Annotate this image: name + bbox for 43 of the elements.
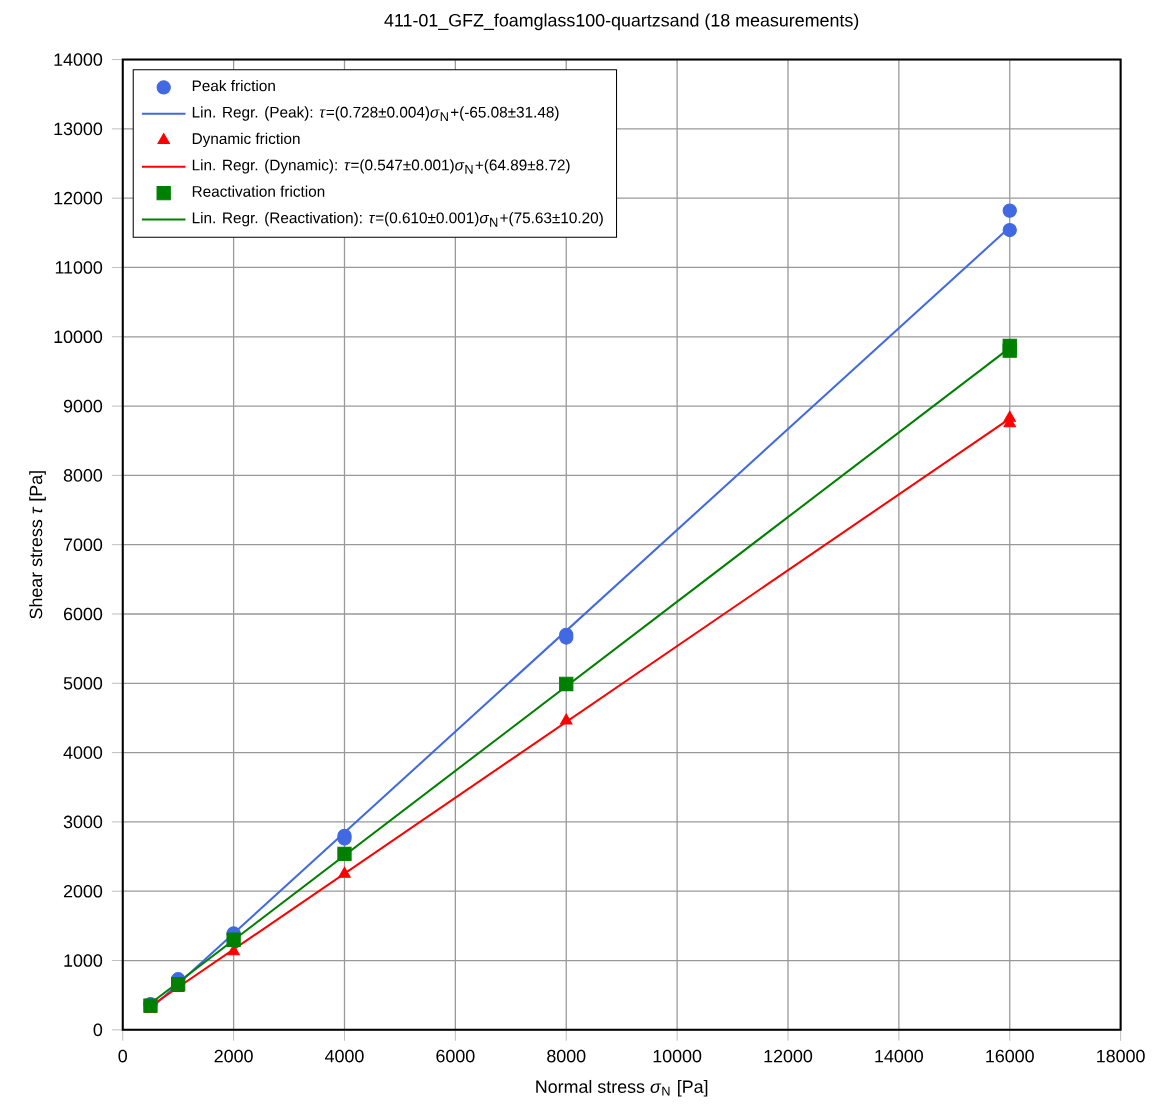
y-tick-label: 14000 <box>54 53 103 66</box>
y-tick-label: 4000 <box>63 746 103 759</box>
legend-label: Reactivation friction <box>192 185 325 197</box>
x-tick-label: 10000 <box>653 1049 702 1063</box>
legend-label: Lin. Regr. (Reactivation): τ=(0.610±0.001)σ$_{N}$+(75.63±10.20) <box>192 212 603 227</box>
y-tick-label: 12000 <box>54 191 103 205</box>
y-tick-label: 10000 <box>54 330 103 344</box>
legend-label: Lin. Regr. (Peak): τ=(0.728±0.004)σ$_{N}$+(-65.08±31.48) <box>192 106 559 122</box>
y-tick-label: 7000 <box>64 538 103 552</box>
legend-label: Dynamic friction <box>192 132 300 148</box>
point <box>559 713 573 725</box>
x-tick-label: 0 <box>118 1049 128 1063</box>
x-axis-title: Normal stress σ$_{N}$ [Pa] <box>536 1079 708 1097</box>
y-tick-label: 8000 <box>63 469 103 482</box>
point <box>337 846 352 861</box>
y-tick-label: 3000 <box>63 815 103 829</box>
y-tick-label: 6000 <box>64 607 103 621</box>
y-tick-label: 11000 <box>55 261 103 274</box>
point <box>1002 203 1017 218</box>
y-tick-label: 2000 <box>63 884 103 898</box>
y-tick-label: 9000 <box>63 399 103 413</box>
legend-label: Lin. Regr. (Dynamic): τ=(0.547±0.001)σ$_{N}$+(64.89±8.72) <box>192 159 570 174</box>
chart-title: 411-01_GFZ_foamglass100-quartzsand (18 measurements) <box>384 13 859 31</box>
y-axis-title: Shear stress τ [Pa] <box>29 471 46 619</box>
x-tick-label: 6000 <box>436 1049 475 1063</box>
y-tick-label: 5000 <box>63 677 103 690</box>
x-tick-label: 2000 <box>214 1049 253 1063</box>
point <box>1002 222 1017 238</box>
x-tick-label: 14000 <box>875 1049 924 1063</box>
point <box>338 866 351 878</box>
x-tick-label: 4000 <box>325 1049 364 1063</box>
y-tick-label: 1000 <box>64 954 103 967</box>
y-tick-label: 0 <box>93 1023 103 1037</box>
y-tick-label: 13000 <box>54 122 103 136</box>
point <box>226 932 241 947</box>
x-tick-label: 8000 <box>547 1049 586 1063</box>
x-tick-label: 16000 <box>986 1049 1034 1063</box>
x-tick-label: 12000 <box>764 1049 813 1063</box>
legend-label: Peak friction <box>192 79 275 92</box>
point <box>559 676 574 692</box>
point <box>171 976 186 992</box>
point <box>1002 343 1017 358</box>
x-tick-label: 18000 <box>1097 1049 1145 1063</box>
